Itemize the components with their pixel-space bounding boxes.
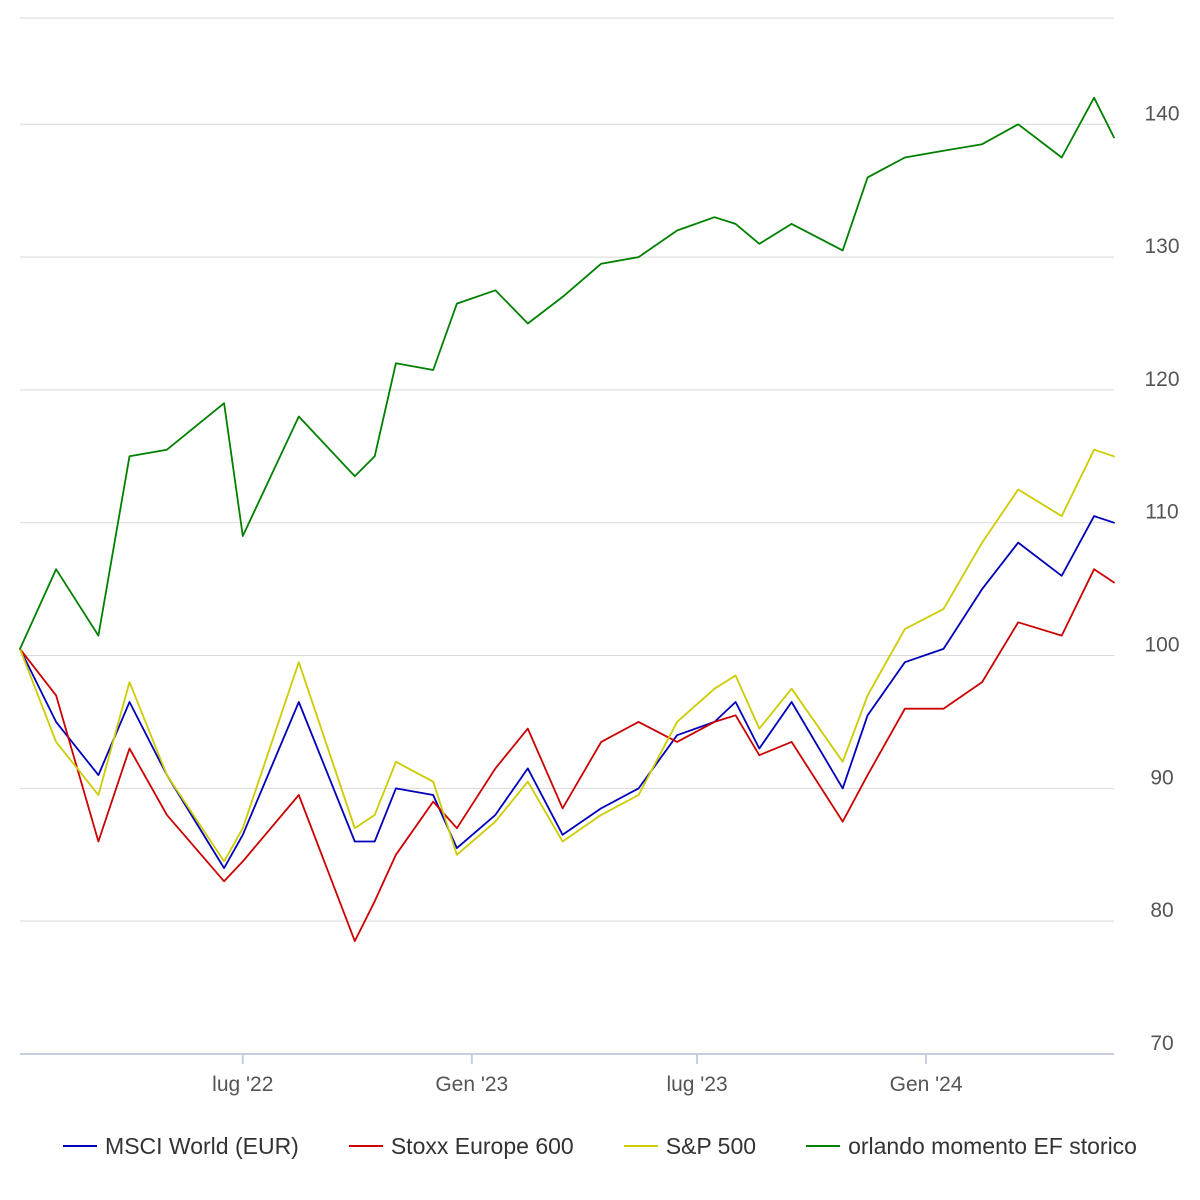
x-tick-label: Gen '24 <box>890 1073 963 1096</box>
legend-label: S&P 500 <box>665 1132 757 1159</box>
legend-item[interactable]: S&P 500 <box>623 1132 757 1160</box>
x-axis-ticks: lug '22 Gen '23 lug '23 Gen '24 <box>212 1054 963 1096</box>
legend-swatch <box>348 1145 383 1147</box>
y-tick-label: 110 <box>1145 501 1178 524</box>
series-line-0 <box>19 515 1115 869</box>
series-line-3 <box>19 96 1115 650</box>
y-tick-label: 100 <box>1144 634 1179 657</box>
y-tick-label: 130 <box>1144 235 1179 258</box>
y-tick-label: 120 <box>1144 368 1179 391</box>
x-tick-label: lug '23 <box>666 1073 727 1096</box>
legend-label: orlando momento EF storico <box>848 1132 1137 1159</box>
series-lines <box>19 96 1115 942</box>
legend-swatch <box>63 1145 98 1147</box>
y-tick-label: 80 <box>1150 899 1173 922</box>
legend-item[interactable]: orlando momento EF storico <box>806 1133 1137 1160</box>
x-tick-label: lug '22 <box>212 1073 273 1096</box>
legend-label: MSCI World (EUR) <box>105 1132 299 1159</box>
y-tick-label: 140 <box>1144 102 1179 125</box>
chart-legend: MSCI World (EUR) Stoxx Europe 600 S&P 500 o… <box>0 1124 1200 1168</box>
y-tick-label: 70 <box>1150 1032 1173 1055</box>
legend-swatch <box>623 1145 658 1147</box>
x-tick-label: Gen '23 <box>435 1073 508 1096</box>
grid-lines <box>20 17 1114 922</box>
legend-swatch <box>806 1145 841 1147</box>
legend-item[interactable]: MSCI World (EUR) <box>63 1133 299 1160</box>
y-axis: 70 80 90 100 110 120 130 140 <box>1144 102 1179 1055</box>
series-line-2 <box>19 448 1115 863</box>
legend-item[interactable]: Stoxx Europe 600 <box>348 1132 574 1160</box>
series-line-1 <box>19 568 1115 942</box>
legend-label: Stoxx Europe 600 <box>390 1132 574 1159</box>
y-tick-label: 90 <box>1150 766 1173 789</box>
